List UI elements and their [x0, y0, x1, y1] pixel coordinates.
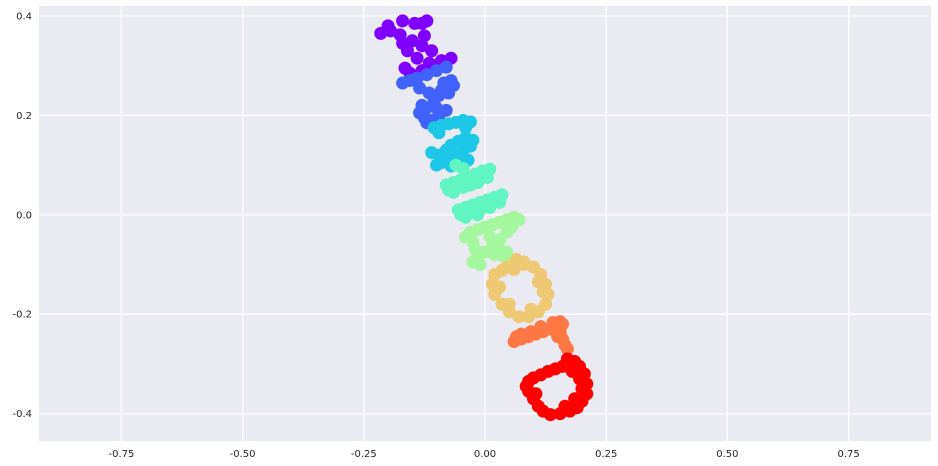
- scatter-point: [459, 121, 473, 135]
- scatter-point: [430, 158, 444, 172]
- scatter-point: [551, 330, 565, 344]
- x-tick-label: -0.75: [108, 449, 134, 460]
- scatter-point: [405, 34, 419, 48]
- x-axis-ticks: -0.75 -0.50 -0.25 0.00 0.25 0.50 0.75: [108, 449, 859, 460]
- scatter-point: [396, 14, 410, 28]
- scatter-point: [442, 183, 456, 197]
- scatter-point: [439, 60, 453, 74]
- scatter-point: [510, 330, 524, 344]
- y-tick-label: 0.4: [16, 11, 32, 22]
- scatter-point: [420, 14, 434, 28]
- scatter-point: [565, 364, 579, 378]
- scatter-point: [432, 126, 446, 140]
- scatter-point: [502, 297, 516, 311]
- scatter-point: [560, 352, 574, 366]
- scatter-point: [493, 280, 507, 294]
- scatter-point: [400, 44, 414, 58]
- x-tick-label: 0.50: [716, 449, 738, 460]
- y-tick-label: 0.2: [16, 111, 32, 122]
- scatter-point: [434, 84, 448, 98]
- scatter-point: [456, 180, 470, 194]
- scatter-point: [568, 392, 582, 406]
- scatter-point: [430, 101, 444, 115]
- grid-lines: [39, 6, 931, 441]
- scatter-point: [531, 275, 545, 289]
- scatter-point: [408, 16, 422, 30]
- x-tick-label: 0.75: [837, 449, 859, 460]
- scatter-point: [456, 162, 470, 176]
- scatter-point: [534, 320, 548, 334]
- scatter-point: [575, 382, 589, 396]
- x-tick-label: 0.25: [595, 449, 617, 460]
- scatter-point: [558, 399, 572, 413]
- y-tick-label: -0.2: [12, 310, 32, 321]
- scatter-point: [488, 248, 502, 262]
- x-tick-label: 0.00: [474, 449, 496, 460]
- y-axis-ticks: -0.4 -0.2 0.0 0.2 0.4: [12, 11, 32, 420]
- scatter-point: [459, 210, 473, 224]
- scatter-point: [466, 255, 480, 269]
- scatter-point: [500, 225, 514, 239]
- scatter-point: [493, 195, 507, 209]
- scatter-point: [560, 342, 574, 356]
- scatter-point: [517, 255, 531, 269]
- scatter-point: [480, 171, 494, 185]
- scatter-point: [413, 81, 427, 95]
- scatter-point: [410, 51, 424, 65]
- scatter-point: [415, 98, 429, 112]
- scatter-point: [536, 285, 550, 299]
- scatter-point: [483, 230, 497, 244]
- scatter-point: [425, 44, 439, 58]
- scatter-point: [415, 39, 429, 53]
- data-points: [374, 14, 594, 422]
- scatter-point: [512, 310, 526, 324]
- scatter-point: [524, 302, 538, 316]
- y-tick-label: -0.4: [12, 409, 32, 420]
- scatter-point: [519, 379, 533, 393]
- x-tick-label: -0.25: [351, 449, 377, 460]
- scatter-point: [381, 19, 395, 33]
- scatter-point: [500, 260, 514, 274]
- y-tick-label: 0.0: [16, 210, 32, 221]
- scatter-point: [529, 387, 543, 401]
- scatter-point: [471, 208, 485, 222]
- x-tick-label: -0.50: [230, 449, 256, 460]
- scatter-point: [417, 29, 431, 43]
- scatter-point: [546, 316, 560, 330]
